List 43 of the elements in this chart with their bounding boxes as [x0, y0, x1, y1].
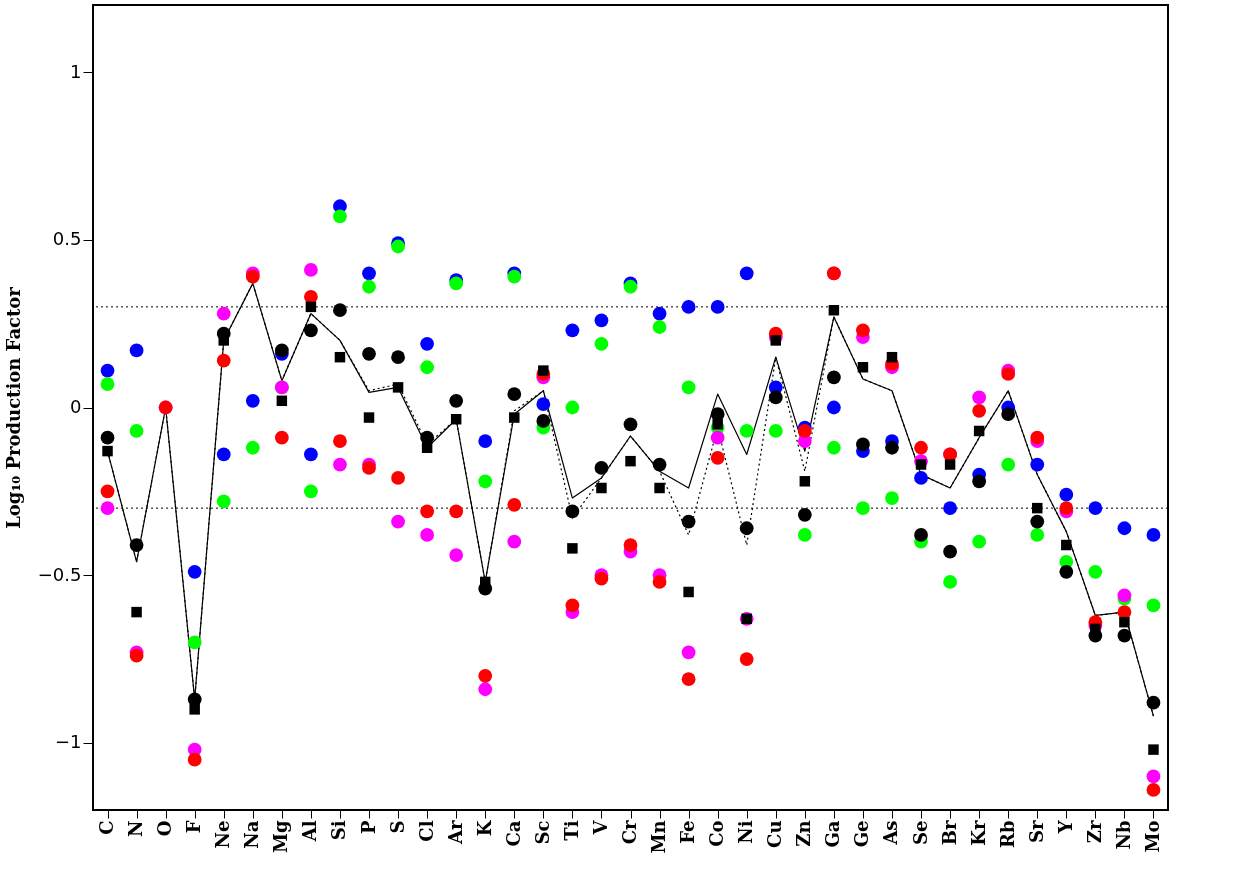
x-tick-label: C — [96, 820, 118, 835]
x-tick-label: Sc — [531, 820, 553, 845]
x-tick-label: Si — [328, 820, 350, 841]
x-tick-label: Ga — [822, 820, 844, 848]
y-tick-label: −0.5 — [37, 563, 82, 585]
x-tick-label: K — [473, 819, 495, 837]
x-tick-label: Se — [909, 820, 931, 845]
x-tick-label: Y — [1054, 819, 1076, 835]
x-tick-label: V — [589, 819, 611, 836]
y-tick-label: −1 — [54, 731, 82, 753]
x-tick-label: Ca — [502, 820, 524, 847]
x-tick-label: Cr — [619, 819, 640, 845]
x-tick-label: Br — [938, 819, 960, 846]
x-tick-label: Kr — [967, 820, 989, 846]
x-tick-label: Cl — [415, 820, 437, 842]
y-tick-label: 1 — [70, 60, 82, 82]
x-tick-label: Ge — [851, 820, 873, 848]
x-tick-label: Ar — [444, 819, 466, 845]
x-tick-label: Fe — [677, 820, 699, 844]
x-tick-label: As — [880, 820, 902, 846]
x-tick-label: Zn — [793, 820, 815, 847]
x-tick-label: Sr — [1025, 819, 1047, 843]
x-tick-label: Rb — [996, 820, 1018, 849]
x-tick-label: Ti — [560, 820, 582, 841]
x-tick-label: Mg — [270, 820, 292, 854]
x-tick-label: S — [386, 820, 408, 834]
x-tick-label: Mo — [1141, 820, 1163, 853]
x-tick-label: O — [154, 820, 176, 837]
y-axis-title: Log₁₀ Production Factor — [2, 286, 24, 529]
x-tick-label: N — [125, 820, 147, 837]
x-tick-label: Nb — [1112, 820, 1134, 850]
x-tick-label: Zr — [1083, 819, 1105, 844]
x-tick-label: Ni — [735, 820, 757, 844]
x-tick-label: Mn — [648, 820, 670, 854]
x-tick-label: Al — [299, 820, 321, 843]
x-tick-label: Ne — [212, 820, 234, 849]
x-tick-label: Cu — [764, 820, 786, 848]
y-tick-label: 0 — [70, 396, 82, 417]
y-tick-label: 0.5 — [52, 228, 82, 250]
x-tick-label: F — [183, 820, 205, 834]
x-tick-label: P — [357, 820, 379, 835]
x-tick-label: Co — [706, 820, 728, 847]
x-tick-label: Na — [241, 820, 263, 849]
